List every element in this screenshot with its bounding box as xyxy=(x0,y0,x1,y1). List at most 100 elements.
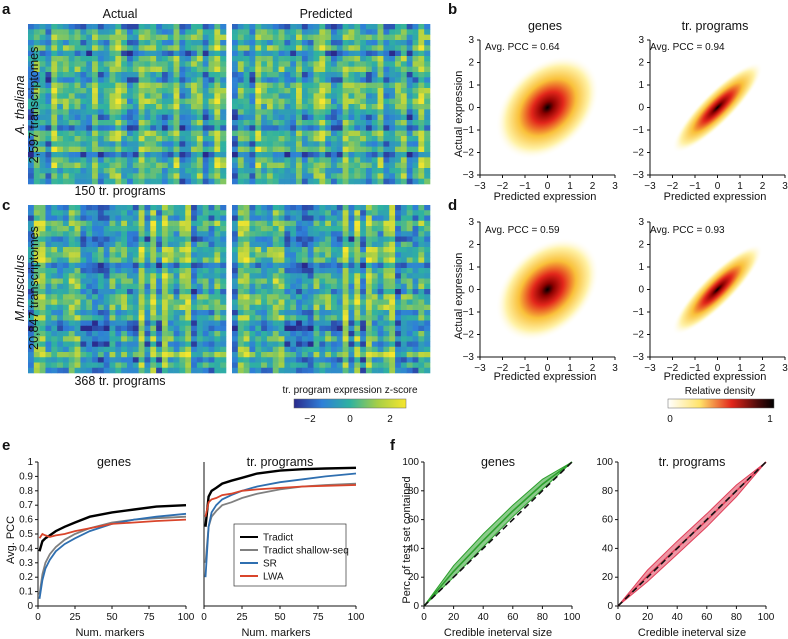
heatmap-cell xyxy=(156,104,163,110)
heatmap-cell xyxy=(57,34,64,41)
heatmap-cell xyxy=(103,72,110,78)
heatmap-cell xyxy=(406,104,413,110)
heatmap-cell xyxy=(138,61,145,67)
heatmap-cell xyxy=(301,98,308,105)
heatmap-cell xyxy=(80,299,87,306)
heatmap-cell xyxy=(28,29,35,35)
heatmap-cell xyxy=(45,341,52,348)
heatmap-cell xyxy=(74,56,81,62)
heatmap-cell xyxy=(348,283,355,290)
heatmap-cell xyxy=(214,66,221,73)
heatmap-cell xyxy=(237,40,244,46)
density-ytick-label: −3 xyxy=(463,170,475,181)
heatmap-cell xyxy=(307,98,314,105)
heatmap-cell xyxy=(412,114,419,121)
heatmap-cell xyxy=(127,273,134,279)
heatmap-cell xyxy=(278,210,285,216)
heatmap-cell xyxy=(383,66,390,73)
heatmap-cell xyxy=(45,61,52,67)
heatmap-cell xyxy=(412,125,419,131)
heatmap-cell xyxy=(249,241,256,248)
heatmap-cell xyxy=(115,252,122,258)
heatmap-cell xyxy=(371,157,378,163)
heatmap-cell xyxy=(121,88,128,94)
heatmap-cell xyxy=(167,24,174,30)
heatmap-cell xyxy=(28,273,35,279)
heatmap-cell xyxy=(28,362,35,369)
heatmap-cell xyxy=(249,294,256,300)
heatmap-cell xyxy=(80,77,87,83)
heatmap-cell xyxy=(325,88,332,94)
heatmap-cell xyxy=(400,367,407,374)
heatmap-cell xyxy=(33,336,40,342)
heatmap-cell xyxy=(331,162,338,169)
heatmap-cell xyxy=(39,289,46,295)
heatmap-cell xyxy=(161,236,169,243)
heatmap-cell xyxy=(319,157,326,163)
heatmap-cell xyxy=(395,120,402,126)
heatmap-cell xyxy=(261,273,268,279)
heatmap-cell xyxy=(150,315,157,321)
heatmap-cell xyxy=(395,294,402,300)
heatmap-cell xyxy=(57,220,64,227)
heatmap-cell xyxy=(127,173,134,179)
heatmap-cell xyxy=(156,88,163,94)
heatmap-cell xyxy=(237,98,244,105)
heatmap-cell xyxy=(377,299,384,306)
heatmap-cell xyxy=(103,136,110,142)
heatmap-cell xyxy=(331,325,338,332)
heatmap-cell xyxy=(360,157,367,163)
heatmap-cell xyxy=(290,114,297,121)
heatmap-cell xyxy=(360,283,367,290)
heatmap-cell xyxy=(220,61,227,67)
heatmap-cell xyxy=(290,252,297,258)
heatmap-cell xyxy=(121,29,128,35)
heatmap-cell xyxy=(331,114,338,121)
heatmap-cell xyxy=(208,24,215,30)
heatmap-cell xyxy=(261,120,268,126)
heatmap-cell xyxy=(57,152,64,158)
heatmap-cell xyxy=(150,77,157,83)
heatmap-cell xyxy=(144,367,151,374)
heatmap-cell xyxy=(150,114,157,121)
heatmap-cell xyxy=(331,104,338,110)
heatmap-cell xyxy=(249,362,256,369)
heatmap-cell xyxy=(266,236,274,243)
heatmap-cell xyxy=(342,325,349,332)
heatmap-cell xyxy=(325,146,332,153)
heatmap-cell xyxy=(202,283,209,290)
heatmap-cell xyxy=(68,98,75,105)
heatmap-cell xyxy=(365,61,373,67)
heatmap-cell xyxy=(173,331,180,337)
heatmap-cell xyxy=(331,56,338,62)
heatmap-cell xyxy=(132,205,139,211)
heatmap-cell xyxy=(313,310,320,316)
heatmap-cell xyxy=(424,104,431,110)
heatmap-cell xyxy=(80,98,87,105)
heatmap-cell xyxy=(290,262,297,269)
heatmap-cell xyxy=(68,304,75,311)
heatmap-cell xyxy=(45,252,52,258)
heatmap-cell xyxy=(161,61,169,67)
heatmap-cell xyxy=(255,294,262,300)
heatmap-cell xyxy=(51,299,58,306)
heatmap-cell xyxy=(301,289,308,295)
heatmap-cell xyxy=(214,262,221,269)
heatmap-cell xyxy=(348,215,355,222)
heatmap-cell xyxy=(196,220,203,227)
heatmap-cell xyxy=(400,136,407,142)
heatmap-cell xyxy=(342,93,349,99)
heatmap-cell xyxy=(156,367,163,374)
heatmap-cell xyxy=(185,273,192,279)
heatmap-cell xyxy=(325,162,332,169)
heatmap-cell xyxy=(307,367,314,374)
heatmap-cell xyxy=(86,341,93,348)
heatmap-cell xyxy=(284,136,291,142)
heatmap-cell xyxy=(336,325,343,332)
heatmap-cell xyxy=(296,61,303,67)
heatmap-cell xyxy=(161,98,169,105)
heatmap-cell xyxy=(336,241,343,248)
heatmap-cell xyxy=(57,241,64,248)
heatmap-cell xyxy=(208,283,215,290)
heatmap-cell xyxy=(109,34,116,41)
